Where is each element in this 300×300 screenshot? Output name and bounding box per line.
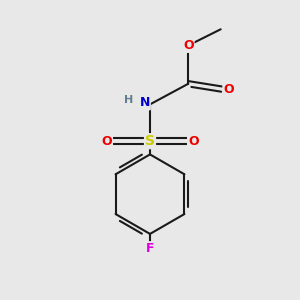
Text: N: N: [140, 96, 150, 110]
Text: F: F: [146, 242, 154, 255]
Text: O: O: [101, 135, 112, 148]
Text: O: O: [188, 135, 199, 148]
Text: O: O: [183, 39, 194, 52]
Text: H: H: [124, 95, 134, 105]
Text: O: O: [223, 83, 234, 96]
Text: S: S: [145, 134, 155, 148]
